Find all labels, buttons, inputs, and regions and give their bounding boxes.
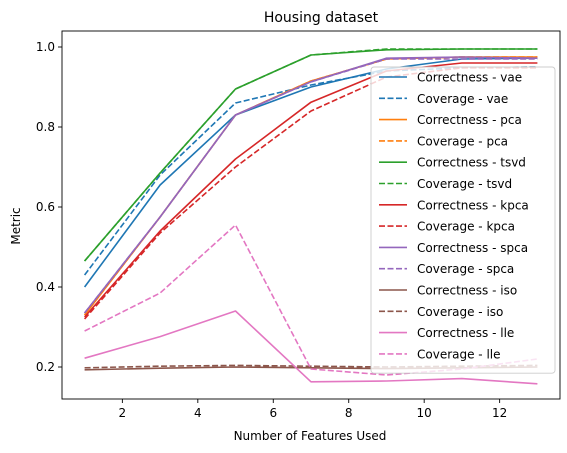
x-tick-label: 4 [194, 406, 202, 420]
y-tick-label: 1.0 [36, 40, 55, 54]
y-tick-label: 0.2 [36, 360, 55, 374]
series-line-9 [83, 58, 538, 314]
series-line-6 [83, 62, 538, 318]
legend-entry: Correctness - spca [417, 241, 528, 255]
legend-entry: Coverage - pca [417, 134, 508, 148]
legend-entry: Coverage - kpca [417, 220, 515, 234]
series-line-5 [83, 48, 538, 262]
y-axis-label: Metric [9, 207, 23, 244]
x-tick-label: 12 [492, 406, 507, 420]
legend-entry: Correctness - kpca [417, 198, 529, 212]
legend-entry: Coverage - spca [417, 262, 514, 276]
y-tick-label: 0.8 [36, 120, 55, 134]
legend-entry: Correctness - iso [417, 284, 517, 298]
legend-entry: Coverage - vae [417, 92, 508, 106]
x-tick-label: 10 [417, 406, 432, 420]
legend-entry: Coverage - iso [417, 305, 503, 319]
axes-frame [61, 30, 561, 400]
chart-title: Housing dataset [264, 10, 379, 26]
y-tick-label: 0.6 [36, 200, 55, 214]
legend-entry: Coverage - tsvd [417, 177, 512, 191]
legend-entry: Correctness - tsvd [417, 156, 526, 170]
legend-entry: Coverage - lle [417, 347, 501, 361]
legend: Correctness - vae Coverage - vae Correctne… [370, 66, 556, 374]
legend-entry: Correctness - lle [417, 326, 514, 340]
y-tick-label: 0.4 [36, 280, 55, 294]
x-axis-label: Number of Features Used [234, 429, 387, 443]
legend-entry: Correctness - vae [417, 71, 522, 85]
x-tick-label: 6 [269, 406, 277, 420]
series-line-12 [84, 310, 538, 385]
series-line-7 [83, 67, 538, 320]
x-tick-label: 8 [345, 406, 353, 420]
axes: 2 4 6 8 10 12 0.2 0.4 0.6 0.8 1.0 [36, 30, 561, 420]
series-line-13 [84, 224, 538, 376]
legend-box [370, 66, 556, 374]
x-tick-label: 2 [119, 406, 127, 420]
legend-entry: Correctness - pca [417, 113, 522, 127]
